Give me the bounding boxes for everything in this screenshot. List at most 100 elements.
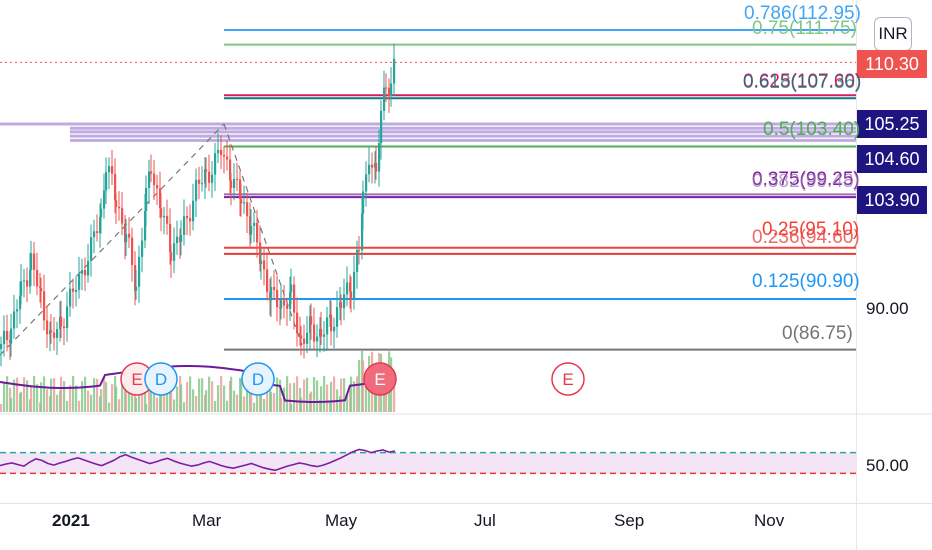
candle-body	[134, 264, 137, 291]
event-marker-letter: E	[374, 370, 385, 389]
candle-body	[385, 87, 388, 89]
rsi-band	[0, 452, 856, 474]
candle-body	[20, 281, 23, 296]
volume-bar	[180, 384, 183, 412]
candle-body	[243, 202, 246, 204]
volume-bar	[30, 386, 33, 412]
candle-body	[90, 237, 93, 261]
volume-bar	[46, 389, 49, 412]
candle-body	[320, 328, 323, 337]
fib-label-0618: 0.618(107.36)	[743, 72, 862, 93]
volume-bar	[90, 394, 93, 412]
volume-bar	[365, 375, 368, 412]
volume-bar	[63, 381, 66, 412]
fib-label-05: 0.5(103.40)	[763, 119, 861, 140]
volume-bar	[66, 400, 69, 412]
candle-body	[306, 332, 309, 344]
candle-body	[198, 179, 201, 184]
candle-body	[375, 162, 378, 172]
volume-bar	[198, 378, 201, 412]
candle-body	[53, 332, 56, 338]
candle-body	[96, 231, 99, 233]
candle-body	[29, 270, 32, 287]
volume-bar	[300, 397, 303, 412]
volume-bar	[346, 395, 349, 412]
fib-label-0375: 0.375(99.25)	[752, 169, 860, 190]
candle-body	[159, 188, 162, 209]
candle-body	[40, 287, 43, 292]
fib-label-0125: 0.125(90.90)	[752, 271, 860, 292]
event-marker-letter: E	[562, 370, 573, 389]
volume-bar	[270, 392, 273, 412]
volume-bar	[286, 376, 289, 412]
rsi-line	[0, 448, 396, 472]
candle-body	[135, 286, 138, 291]
candle-body	[176, 236, 179, 244]
volume-bar	[43, 376, 46, 412]
time-axis-divider	[0, 503, 932, 504]
candle-body	[283, 300, 286, 306]
candle-body	[0, 343, 3, 350]
volume-bar	[205, 390, 208, 412]
candle-body	[349, 282, 352, 292]
candle-body	[378, 143, 381, 172]
candle-body	[118, 206, 121, 209]
currency-button[interactable]: INR	[874, 17, 912, 51]
volume-bar	[13, 379, 16, 412]
candle-body	[145, 187, 148, 212]
volume-bar	[148, 383, 151, 412]
candle-body	[69, 288, 72, 307]
volume-bar	[214, 401, 217, 412]
candle-body	[343, 294, 346, 309]
fib-label-0625: 0.625(107.60)	[743, 71, 862, 92]
candle-body	[60, 316, 63, 327]
candle-body	[316, 336, 319, 342]
volume-bar	[156, 397, 159, 412]
volume-bar	[50, 378, 53, 412]
candle-body	[13, 311, 16, 329]
candle-body	[276, 289, 279, 308]
candle-body	[220, 149, 223, 156]
candle-body	[23, 280, 26, 282]
candle-body	[163, 215, 166, 218]
volume-bar	[192, 389, 195, 412]
volume-bar	[186, 381, 189, 412]
candle-body	[115, 200, 118, 207]
candle-body	[19, 295, 22, 310]
volume-bar	[56, 394, 59, 412]
candle-body	[56, 329, 59, 338]
candle-body	[138, 256, 141, 287]
earnings-event-marker	[551, 362, 585, 396]
candle-body	[280, 300, 283, 309]
volume-bar	[217, 385, 220, 412]
candle-body	[393, 58, 396, 84]
volume-bar	[135, 397, 138, 412]
fib-label-075: 0.75(111.75)	[752, 18, 857, 39]
volume-bar	[53, 378, 56, 412]
candle-body	[43, 291, 46, 321]
candle-body	[124, 223, 127, 243]
candle-body	[253, 222, 256, 226]
candle-body	[303, 338, 306, 344]
candle-body	[128, 233, 131, 238]
fib-label-0236: 0.236(94.60)	[752, 227, 860, 248]
fib-label-0: 0(86.75)	[782, 323, 853, 344]
candle-body	[16, 309, 19, 312]
candle-body	[195, 179, 198, 201]
volume-bar	[93, 378, 96, 412]
candle-body	[365, 174, 368, 192]
volume-bar	[87, 390, 90, 412]
volume-bar	[226, 400, 229, 412]
volume-bar	[280, 398, 283, 412]
volume-bar	[211, 381, 214, 412]
candle-body	[153, 173, 156, 186]
volume-bar	[0, 404, 3, 412]
volume-bar	[220, 376, 223, 412]
volume-bar	[103, 376, 106, 412]
volume-bar	[343, 378, 346, 412]
x-tick-sep: Sep	[614, 511, 645, 530]
price-tag-104-60: 104.60	[857, 145, 927, 173]
candle-body	[166, 215, 169, 224]
volume-bar	[6, 376, 9, 412]
